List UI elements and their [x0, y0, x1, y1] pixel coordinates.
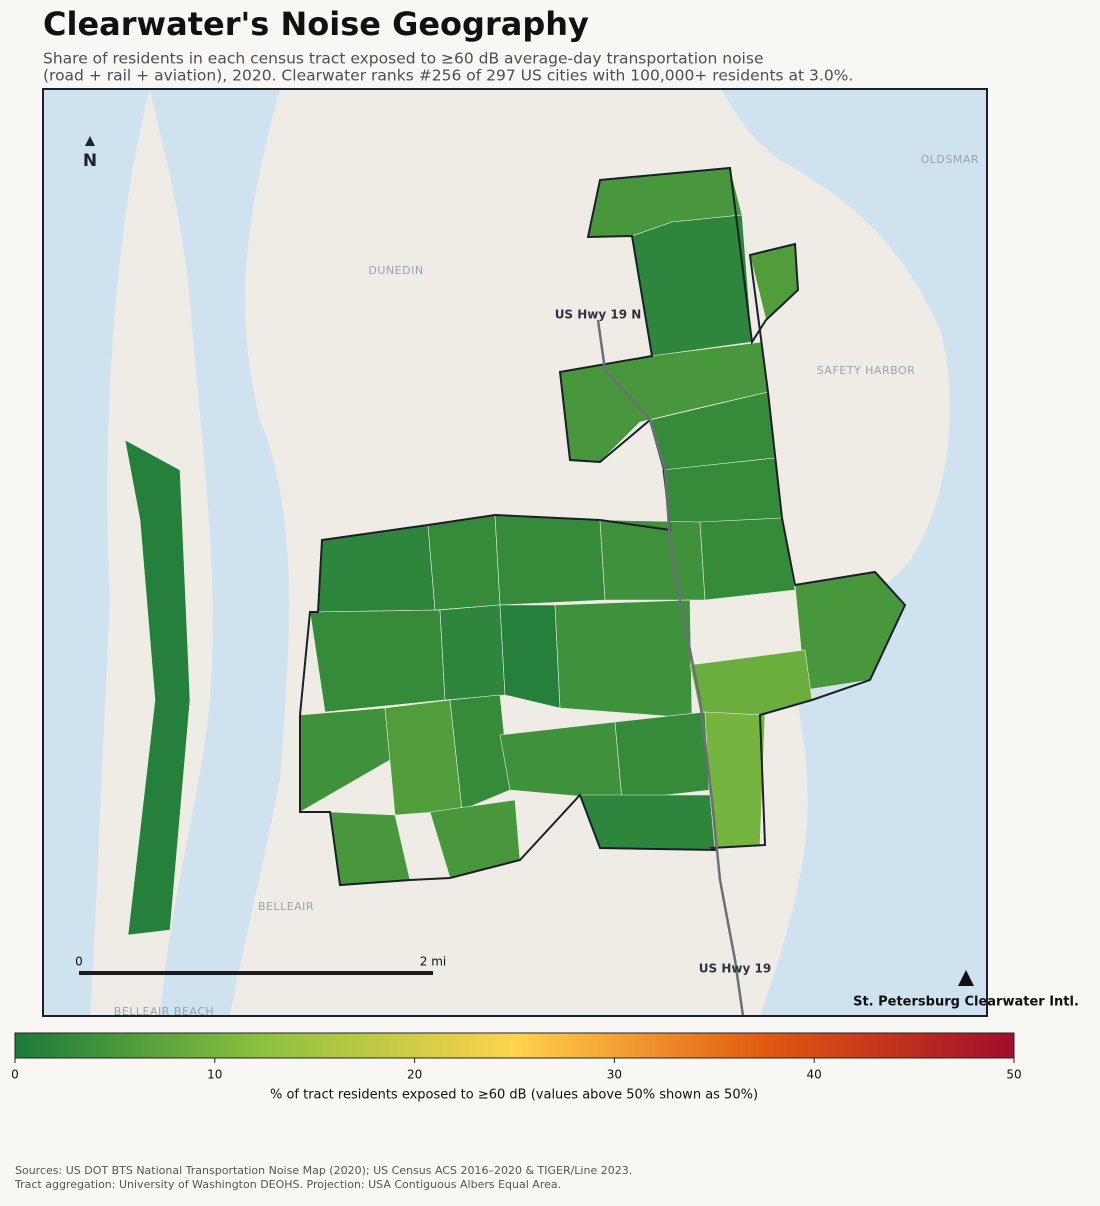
- subtitle: (road + rail + aviation), 2020. Clearwat…: [43, 67, 853, 85]
- colorbar: [14, 1032, 1015, 1059]
- bay-water: [720, 89, 987, 1016]
- tract: [614, 711, 711, 801]
- tract: [631, 214, 753, 357]
- place-label: DUNEDIN: [368, 264, 423, 277]
- tract: [699, 517, 796, 601]
- tract: [554, 599, 693, 719]
- colorbar-tick-label: 20: [407, 1068, 422, 1082]
- airport-label: St. Petersburg Clearwater Intl.: [853, 995, 1079, 1010]
- tract: [599, 519, 706, 601]
- place-label: BELLEAIR BEACH: [114, 1005, 214, 1018]
- map: OLDSMAR DUNEDIN SAFETY HARBOR BELLEAIR B…: [42, 88, 1079, 1018]
- tracts: [124, 166, 907, 936]
- tract: [427, 514, 501, 611]
- sources: Sources: US DOT BTS National Transportat…: [15, 1164, 632, 1177]
- colorbar-tick-label: 0: [11, 1068, 19, 1082]
- highway: [596, 319, 745, 1017]
- colorbar-label: % of tract residents exposed to ≥60 dB (…: [270, 1088, 758, 1103]
- scale-label: 0: [75, 955, 83, 969]
- gulf-water: [43, 89, 150, 1016]
- harbor-water: [150, 89, 289, 1016]
- tract: [439, 604, 506, 701]
- tract: [309, 609, 446, 713]
- place-label: OLDSMAR: [921, 153, 979, 166]
- tract: [384, 699, 463, 816]
- scale-label: 2 mi: [420, 955, 446, 969]
- colorbar-tick-label: 40: [807, 1068, 822, 1082]
- title: Clearwater's Noise Geography: [43, 5, 589, 43]
- colorbar-tick-label: 30: [607, 1068, 622, 1082]
- tract: [494, 514, 606, 606]
- tract: [499, 721, 623, 801]
- place-label: BELLEAIR: [258, 900, 314, 913]
- colorbar-tick-label: 50: [1006, 1068, 1021, 1082]
- airport-icon: [958, 970, 974, 986]
- tract: [499, 604, 561, 709]
- subtitle: Share of residents in each census tract …: [43, 50, 763, 68]
- north-label: N: [83, 151, 97, 171]
- colorbar-ticks: 0 10 20 30 40 50: [11, 1058, 1022, 1082]
- road-label: US Hwy 19 N: [555, 308, 642, 322]
- tract: [579, 794, 716, 851]
- colorbar-tick-label: 10: [207, 1068, 222, 1082]
- road-label: US Hwy 19: [699, 962, 771, 976]
- tract: [124, 439, 191, 936]
- north-arrow: [85, 136, 95, 146]
- place-label: SAFETY HARBOR: [817, 364, 916, 377]
- sources: Tract aggregation: University of Washing…: [14, 1178, 561, 1191]
- map-frame: [42, 88, 988, 1017]
